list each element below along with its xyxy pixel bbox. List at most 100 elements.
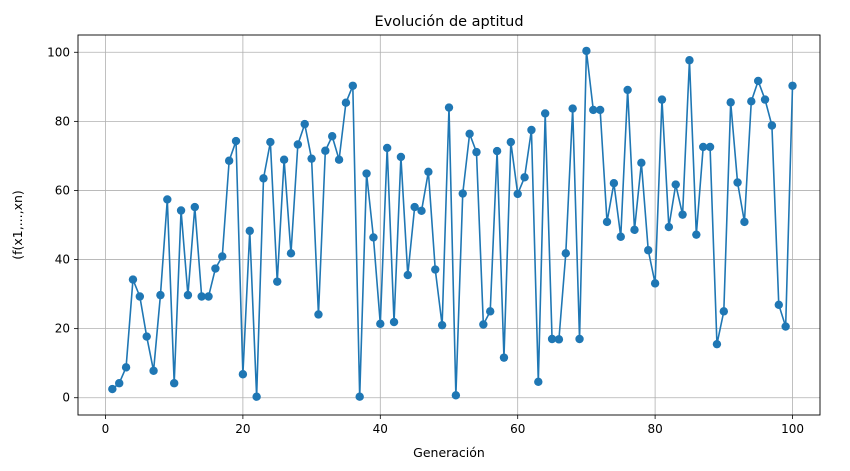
data-point xyxy=(266,137,275,147)
data-point xyxy=(705,142,715,152)
data-point xyxy=(334,155,344,164)
data-point xyxy=(108,384,117,394)
data-point xyxy=(355,392,364,401)
data-point xyxy=(279,155,289,164)
data-point xyxy=(712,339,722,349)
data-point xyxy=(575,334,584,344)
data-point xyxy=(376,319,385,328)
data-point xyxy=(595,105,605,115)
data-point xyxy=(540,109,550,118)
data-point xyxy=(527,125,536,135)
data-point xyxy=(403,270,412,280)
data-point xyxy=(753,76,763,86)
data-point xyxy=(142,332,151,341)
data-point xyxy=(760,95,770,104)
data-point xyxy=(630,225,639,235)
data-point xyxy=(183,290,193,300)
data-point xyxy=(341,98,351,107)
plot-frame xyxy=(77,34,821,416)
data-point xyxy=(286,249,296,258)
data-point xyxy=(733,178,742,187)
data-point xyxy=(437,320,447,330)
data-point xyxy=(671,180,680,189)
data-point xyxy=(561,249,570,258)
data-point xyxy=(396,152,406,162)
data-point xyxy=(121,363,131,372)
data-point xyxy=(602,217,612,227)
data-point xyxy=(135,292,145,301)
x-tick-label: 60 xyxy=(510,422,525,436)
data-point xyxy=(719,307,729,316)
data-point xyxy=(231,136,241,146)
data-point xyxy=(472,147,481,157)
x-tick-label: 100 xyxy=(781,422,804,436)
data-point xyxy=(410,202,419,212)
data-point xyxy=(115,379,124,388)
y-tick-label: 100 xyxy=(47,45,70,59)
data-point xyxy=(314,310,323,319)
data-point xyxy=(788,81,797,90)
data-point xyxy=(204,292,213,301)
data-point xyxy=(637,158,646,168)
data-point xyxy=(321,146,330,155)
data-point xyxy=(328,132,337,141)
data-point xyxy=(238,370,248,379)
data-point xyxy=(499,353,509,362)
chart-title: Evolución de aptitud xyxy=(374,14,523,30)
data-point xyxy=(589,105,598,115)
data-point xyxy=(685,56,694,65)
data-point xyxy=(245,226,254,236)
data-point xyxy=(513,189,522,199)
data-point xyxy=(774,300,783,309)
data-point xyxy=(273,277,282,286)
data-point xyxy=(465,129,474,138)
data-point xyxy=(623,85,632,95)
data-point xyxy=(506,137,516,147)
data-point xyxy=(479,320,488,329)
data-point xyxy=(609,179,619,188)
series-line xyxy=(111,50,794,398)
data-point xyxy=(726,98,735,107)
data-point xyxy=(431,265,440,274)
data-point xyxy=(767,121,777,130)
data-point xyxy=(781,322,790,331)
data-point xyxy=(650,279,660,288)
data-point xyxy=(616,232,625,241)
x-tick-label: 80 xyxy=(647,422,662,436)
data-point xyxy=(582,46,591,56)
data-point xyxy=(568,104,577,113)
data-point xyxy=(417,206,426,216)
data-point xyxy=(293,140,303,149)
data-point xyxy=(451,391,461,400)
data-point xyxy=(197,292,206,301)
data-point xyxy=(444,103,454,112)
data-point xyxy=(190,202,199,212)
data-point xyxy=(300,119,309,129)
grid xyxy=(78,35,820,415)
x-tick-label: 0 xyxy=(102,422,110,436)
y-tick-label: 40 xyxy=(55,253,70,267)
data-point xyxy=(211,264,220,273)
data-point xyxy=(486,307,495,316)
y-axis-label: (f(x1,...,xn) xyxy=(10,190,25,260)
series-layer xyxy=(108,46,797,401)
data-point xyxy=(163,195,172,204)
data-point xyxy=(458,189,467,198)
data-point xyxy=(424,167,433,176)
data-point xyxy=(218,252,227,261)
data-point xyxy=(492,146,502,156)
data-point xyxy=(149,366,158,375)
data-point xyxy=(224,156,234,165)
data-point xyxy=(644,246,653,255)
data-point xyxy=(692,230,701,239)
y-tick-label: 20 xyxy=(55,322,70,336)
data-point xyxy=(362,169,371,178)
data-point xyxy=(169,379,179,388)
data-point xyxy=(128,275,138,284)
data-point xyxy=(547,334,557,344)
y-tick-label: 60 xyxy=(55,183,70,197)
data-point xyxy=(259,174,268,183)
data-point xyxy=(699,142,708,152)
y-tick-label: 0 xyxy=(62,391,70,405)
